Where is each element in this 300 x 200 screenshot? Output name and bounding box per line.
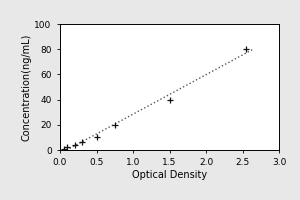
- X-axis label: Optical Density: Optical Density: [132, 170, 207, 180]
- Y-axis label: Concentration(ng/mL): Concentration(ng/mL): [22, 33, 32, 141]
